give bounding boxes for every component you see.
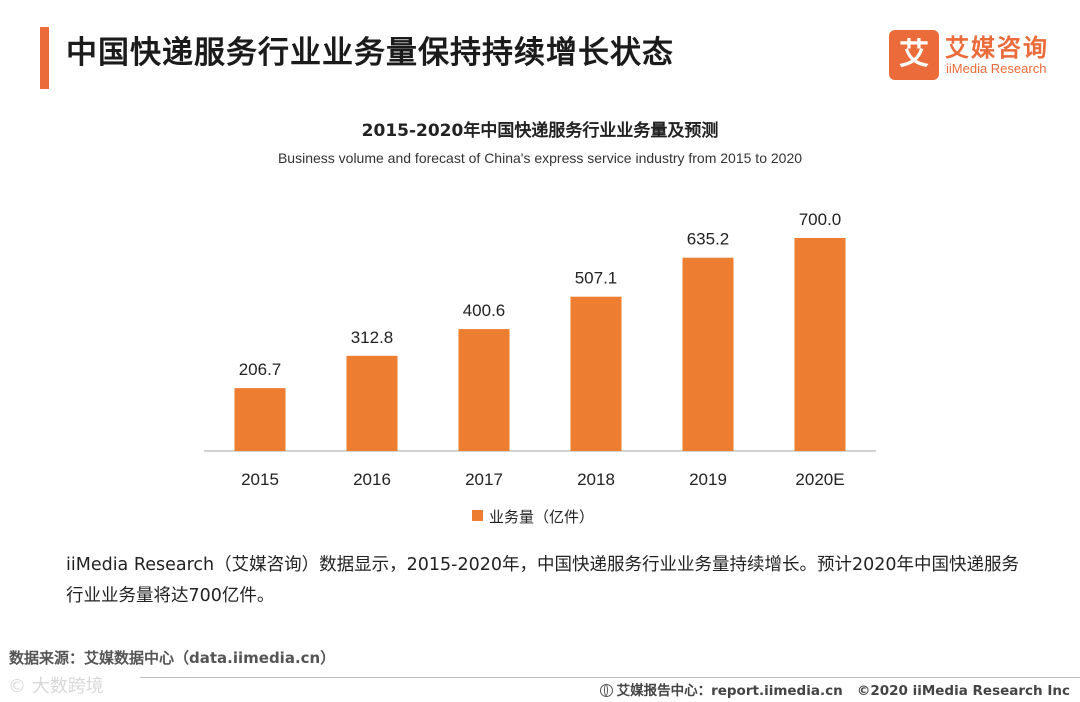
- x-tick-2017: 2017: [465, 470, 503, 489]
- logo-mark-icon: 艾: [889, 30, 939, 80]
- globe-icon: [599, 683, 613, 697]
- x-tick-2016: 2016: [353, 470, 391, 489]
- legend-label: 业务量（亿件）: [489, 508, 595, 526]
- footer-divider: [140, 677, 1080, 678]
- bar-2017: [458, 329, 510, 451]
- bar-2020E: [794, 238, 846, 451]
- data-label-2019: 635.2: [687, 230, 730, 249]
- footer-report: 艾媒报告中心：report.iimedia.cn: [616, 683, 843, 699]
- title-accent-bar: [40, 27, 49, 89]
- data-label-2016: 312.8: [351, 328, 394, 347]
- data-label-2015: 206.7: [239, 360, 282, 379]
- x-tick-2019: 2019: [689, 470, 727, 489]
- bar-2019: [682, 257, 734, 451]
- footer-copyright: ©2020 iiMedia Research Inc: [856, 683, 1070, 699]
- data-label-2020E: 700.0: [799, 210, 842, 229]
- data-label-2018: 507.1: [575, 269, 618, 288]
- x-tick-2018: 2018: [577, 470, 615, 489]
- brand-logo: 艾 艾媒咨询 iiMedia Research: [889, 30, 1069, 82]
- data-source: 数据来源：艾媒数据中心（data.iimedia.cn）: [9, 649, 336, 667]
- bar-2015: [234, 388, 286, 451]
- legend-swatch: [472, 510, 483, 521]
- logo-en-text: iiMedia Research: [946, 61, 1047, 76]
- chart-subtitle: Business volume and forecast of China's …: [277, 150, 803, 166]
- summary-text: iiMedia Research（艾媒咨询）数据显示，2015-2020年，中国…: [66, 555, 1020, 606]
- bar-2018: [570, 296, 622, 451]
- bar-2016: [346, 355, 398, 451]
- x-tick-2020E: 2020E: [795, 470, 844, 489]
- data-label-2017: 400.6: [463, 301, 506, 320]
- watermark: © 大数跨境: [8, 676, 104, 697]
- chart-legend: 业务量（亿件）: [472, 506, 594, 527]
- page-title: 中国快递服务行业业务量保持持续增长状态: [66, 35, 674, 71]
- x-tick-2015: 2015: [241, 470, 279, 489]
- chart-title: 2015-2020年中国快递服务行业业务量及预测: [361, 121, 719, 141]
- logo-cn-text: 艾媒咨询: [945, 34, 1049, 62]
- footer: 艾媒报告中心：report.iimedia.cn ©2020 iiMedia R…: [599, 679, 1070, 699]
